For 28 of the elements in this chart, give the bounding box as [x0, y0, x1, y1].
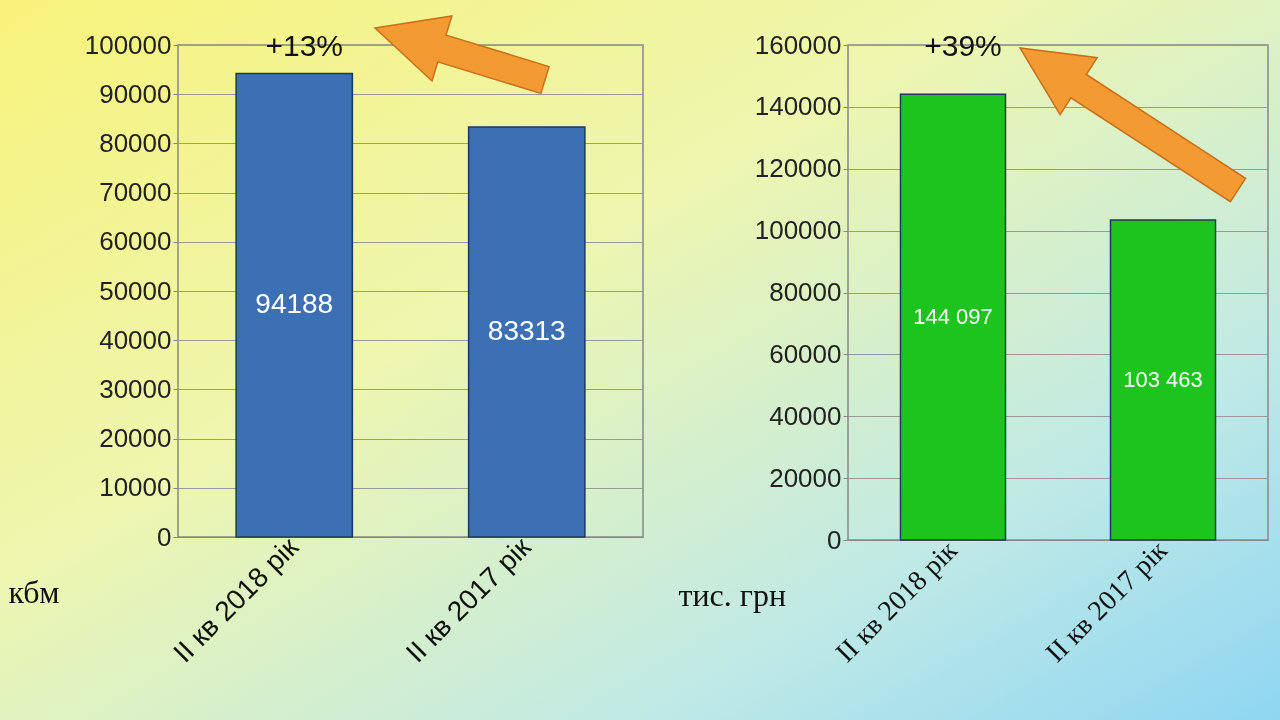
y-tick-label: 70000	[99, 177, 172, 208]
data-label: 83313	[487, 315, 566, 347]
y-tick-label: 90000	[99, 78, 172, 109]
y-tick-label: 50000	[99, 275, 172, 306]
y-tick-label: 0	[827, 524, 842, 555]
y-tick-label: 100000	[84, 29, 172, 60]
data-label: 144 097	[913, 304, 993, 330]
y-axis-title: кбм	[8, 573, 60, 610]
y-tick-label: 20000	[99, 423, 172, 454]
annotation: +39%	[924, 29, 1002, 62]
y-tick-label: 30000	[99, 373, 172, 404]
y-tick-label: 0	[157, 521, 172, 552]
y-tick-label: 60000	[769, 338, 842, 369]
y-tick-label: 10000	[99, 472, 172, 503]
y-tick-label: 60000	[99, 226, 172, 257]
y-axis-title: тис. грн	[678, 576, 787, 613]
annotation: +13%	[265, 29, 344, 62]
y-tick-label: 80000	[769, 277, 842, 307]
y-tick-label: 140000	[754, 91, 842, 122]
data-label: 103 463	[1123, 366, 1203, 392]
y-tick-label: 120000	[754, 153, 842, 184]
y-tick-label: 100000	[754, 215, 842, 246]
y-tick-label: 40000	[99, 324, 172, 355]
y-tick-label: 40000	[769, 400, 842, 431]
y-tick-label: 160000	[754, 29, 842, 60]
y-tick-label: 20000	[769, 462, 842, 493]
data-label: 94188	[255, 288, 334, 320]
y-tick-label: 80000	[99, 127, 172, 158]
